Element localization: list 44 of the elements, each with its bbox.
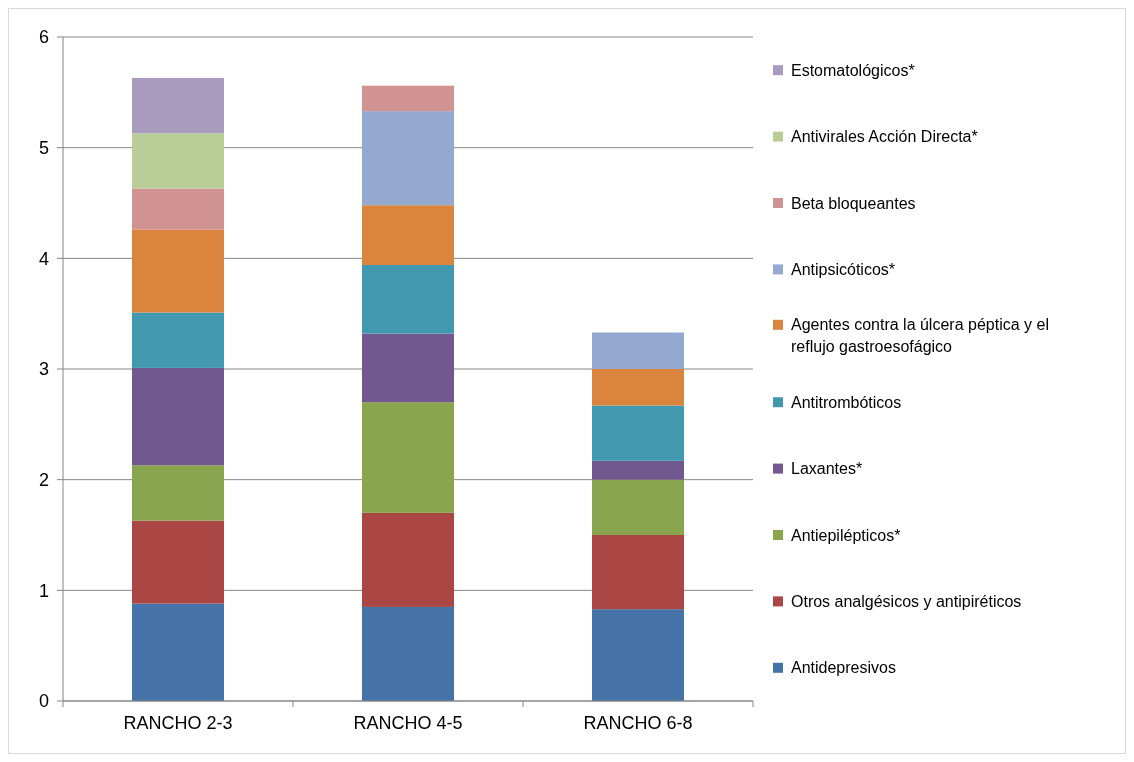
y-tick-label: 0 — [38, 691, 49, 712]
bar — [592, 460, 684, 480]
bar — [592, 369, 684, 406]
legend-label: Otros analgésicos y antipiréticos — [791, 593, 1022, 610]
legend-label: Antidepresivos — [791, 659, 896, 677]
y-tick-label: 4 — [38, 248, 49, 269]
y-tick-label: 1 — [38, 580, 49, 601]
bar — [132, 188, 224, 230]
legend-label: Antipsicóticos* — [791, 261, 896, 278]
x-tick-label: RANCHO 4-5 — [353, 713, 463, 733]
legend-label: Laxantes* — [791, 460, 863, 478]
bar — [132, 367, 224, 466]
bar — [592, 405, 684, 461]
bar — [592, 609, 684, 701]
bar — [132, 603, 224, 701]
y-tick-label: 5 — [38, 137, 49, 158]
legend-label: Estomatológicos* — [791, 61, 915, 79]
bar — [592, 535, 684, 610]
bar — [362, 606, 454, 701]
bar — [362, 205, 454, 265]
y-tick-label: 3 — [38, 359, 49, 380]
bar — [132, 520, 224, 604]
x-tick-label: RANCHO 6-8 — [583, 713, 693, 733]
legend-label: Antitrombóticos — [791, 393, 902, 411]
legend-label: Beta bloqueantes — [791, 194, 916, 212]
bar — [362, 264, 454, 334]
legend-label: Agentes contra la úlcera péptica y el reflujo gastroesofágico — [791, 316, 1049, 356]
y-tick-label: 6 — [38, 27, 49, 48]
bar — [132, 312, 224, 368]
bar — [132, 77, 224, 134]
legend-label: Antivirales Acción Directa* — [791, 128, 978, 146]
bar — [362, 111, 454, 206]
bar — [592, 332, 684, 369]
bar — [362, 512, 454, 607]
bar — [132, 229, 224, 313]
bar — [362, 402, 454, 513]
bar — [132, 133, 224, 189]
bar — [592, 479, 684, 535]
bar — [362, 333, 454, 403]
x-tick-label: RANCHO 2-3 — [123, 713, 233, 733]
legend-label: Antiepilépticos* — [791, 526, 901, 544]
bar — [132, 465, 224, 521]
bar — [362, 85, 454, 112]
y-tick-label: 2 — [38, 469, 49, 490]
